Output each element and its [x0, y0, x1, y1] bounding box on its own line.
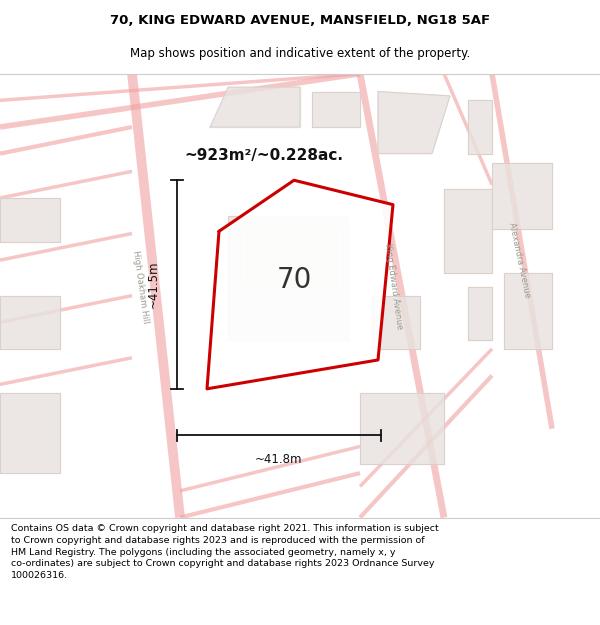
Text: ~923m²/~0.228ac.: ~923m²/~0.228ac.: [185, 148, 343, 163]
Polygon shape: [360, 393, 444, 464]
Polygon shape: [0, 198, 60, 242]
Polygon shape: [492, 162, 552, 229]
Text: King Edward Avenue: King Edward Avenue: [383, 243, 403, 331]
Polygon shape: [210, 87, 300, 127]
Text: Map shows position and indicative extent of the property.: Map shows position and indicative extent…: [130, 47, 470, 59]
Polygon shape: [468, 287, 492, 340]
Polygon shape: [312, 91, 360, 127]
Polygon shape: [444, 189, 492, 274]
Polygon shape: [504, 274, 552, 349]
Polygon shape: [378, 91, 450, 154]
Polygon shape: [372, 296, 420, 349]
Text: Alexandra Avenue: Alexandra Avenue: [506, 222, 532, 299]
Polygon shape: [0, 296, 60, 349]
Polygon shape: [207, 180, 393, 389]
Text: ~41.8m: ~41.8m: [255, 453, 303, 466]
Text: 70: 70: [277, 266, 311, 294]
Polygon shape: [468, 101, 492, 154]
Polygon shape: [0, 393, 60, 473]
Text: ~41.5m: ~41.5m: [146, 261, 160, 308]
Polygon shape: [228, 216, 348, 340]
Text: Contains OS data © Crown copyright and database right 2021. This information is : Contains OS data © Crown copyright and d…: [11, 524, 439, 580]
Polygon shape: [240, 229, 336, 287]
Text: High Oakham Hill: High Oakham Hill: [131, 250, 151, 324]
Text: 70, KING EDWARD AVENUE, MANSFIELD, NG18 5AF: 70, KING EDWARD AVENUE, MANSFIELD, NG18 …: [110, 14, 490, 27]
